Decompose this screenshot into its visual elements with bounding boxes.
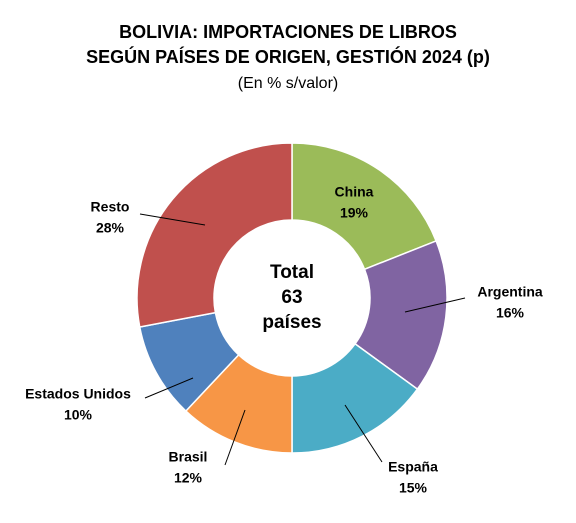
slice-label: Argentina — [477, 284, 543, 300]
value-label: 28% — [96, 220, 125, 236]
slice-label: Resto — [91, 199, 130, 215]
leader-line — [404, 297, 466, 313]
slice-label: Estados Unidos — [25, 386, 131, 402]
chart-subtitle: (En % s/valor) — [238, 75, 338, 92]
leader-line — [344, 404, 383, 463]
center-label: países — [262, 312, 321, 333]
donut-slice — [291, 342, 419, 454]
slice-label: China — [335, 184, 374, 200]
center-label: 63 — [281, 287, 302, 308]
chart-title: SEGÚN PAÍSES DE ORIGEN, GESTIÓN 2024 (p) — [86, 46, 490, 67]
value-label: 19% — [340, 205, 369, 221]
center-label: Total — [270, 262, 314, 283]
value-label: 10% — [64, 407, 93, 423]
donut-slice — [136, 142, 293, 328]
chart-title: BOLIVIA: IMPORTACIONES DE LIBROS — [119, 22, 457, 42]
donut-slice — [291, 142, 438, 271]
slice-label: Brasil — [169, 449, 208, 465]
value-label: 12% — [174, 470, 203, 486]
leader-line — [139, 213, 206, 226]
leader-line — [144, 377, 194, 399]
slice-label: España — [388, 459, 438, 475]
value-label: 16% — [496, 305, 525, 321]
donut-slice — [354, 239, 448, 391]
value-label: 15% — [399, 480, 428, 496]
leader-line — [224, 409, 246, 466]
